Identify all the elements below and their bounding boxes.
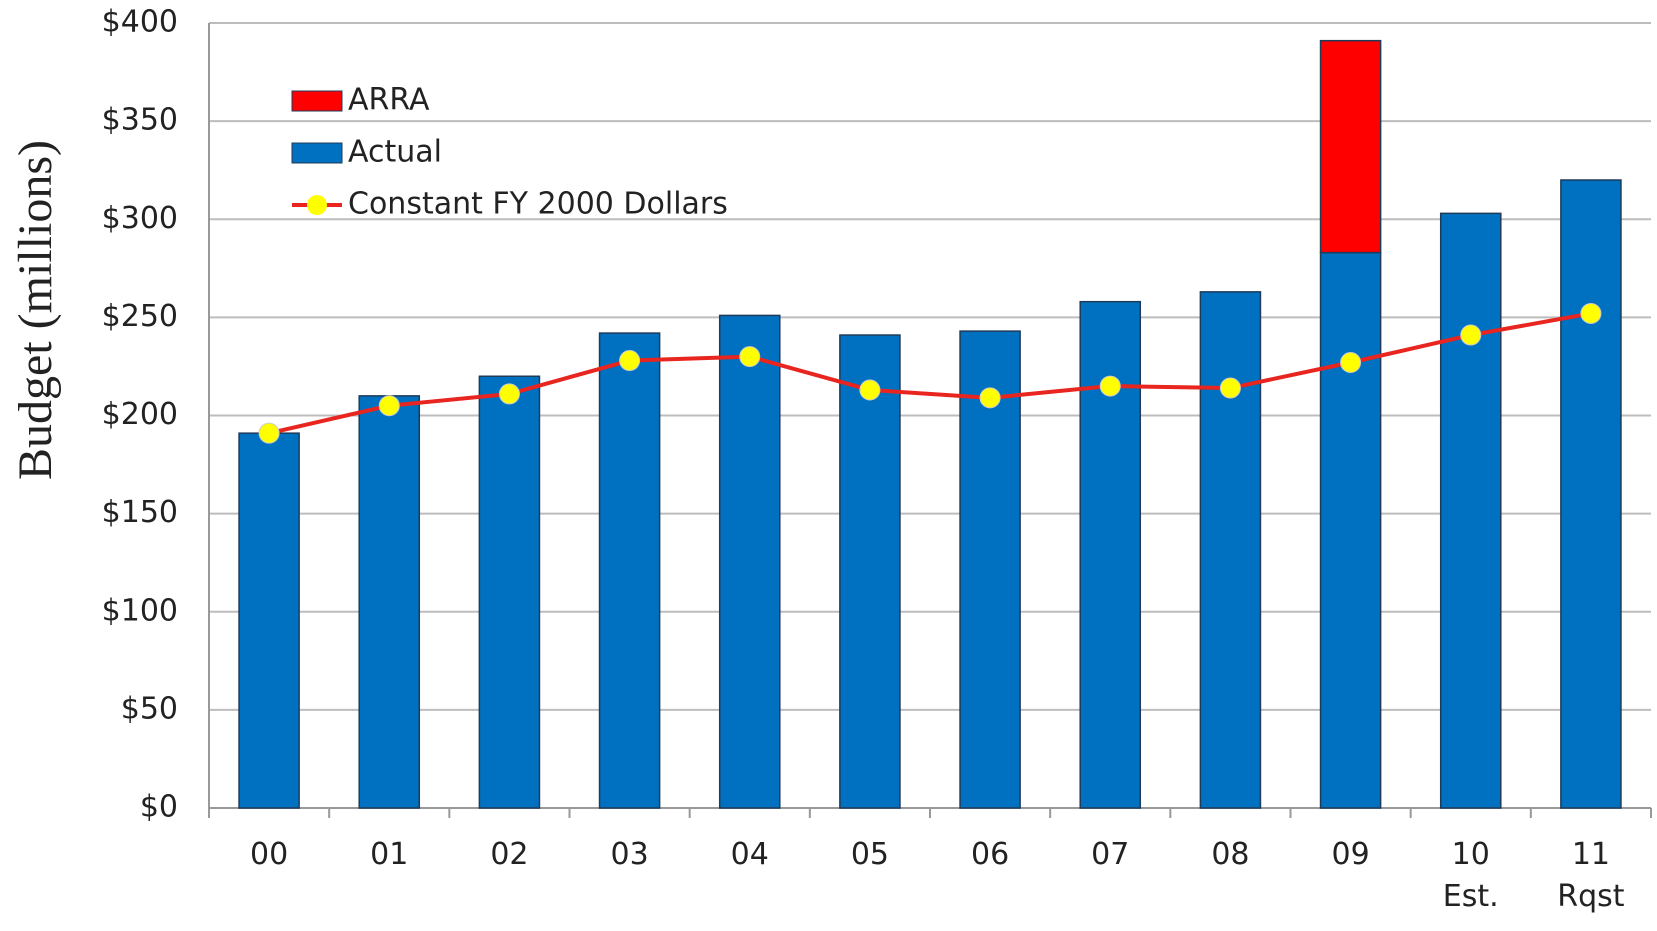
y-tick-label: $50 (121, 691, 178, 726)
y-tick-label: $300 (102, 201, 178, 236)
x-tick-label: 09 (1331, 837, 1370, 872)
line-marker (1099, 375, 1121, 397)
bar (959, 330, 1021, 809)
y-tick-label: $100 (102, 593, 178, 628)
x-tick-label: 10 Est. (1442, 837, 1499, 914)
bar (1199, 291, 1262, 809)
y-tick-label: $200 (102, 397, 178, 432)
bar (1439, 212, 1502, 809)
line-marker (859, 379, 881, 401)
legend-label: ARRA (348, 83, 430, 118)
y-tick-label: $350 (102, 103, 178, 138)
y-tick-label: $250 (102, 299, 178, 334)
line-marker (498, 383, 520, 405)
bar (358, 395, 421, 809)
line-marker (739, 346, 761, 368)
line-marker (1460, 324, 1482, 346)
bar (1319, 39, 1382, 254)
x-tick-label: 02 (490, 837, 529, 872)
legend-swatch (291, 142, 343, 164)
y-tick-label: $400 (102, 5, 178, 40)
legend-label: Constant FY 2000 Dollars (348, 187, 728, 222)
legend-marker (307, 195, 327, 215)
bar (1319, 251, 1382, 809)
legend-swatch (291, 90, 343, 112)
line-marker (619, 350, 641, 372)
y-tick-label: $0 (140, 790, 178, 825)
line-marker (979, 387, 1001, 409)
bar (238, 432, 300, 809)
x-tick-label: 00 (249, 837, 289, 872)
x-tick-label: 01 (370, 837, 409, 872)
bar (598, 332, 661, 809)
x-tick-label: 03 (610, 837, 649, 872)
line-marker (378, 395, 400, 417)
x-tick-label: 06 (970, 837, 1010, 872)
line-marker (1580, 302, 1602, 324)
bar (718, 314, 781, 809)
line-marker (1340, 352, 1362, 374)
legend-label: Actual (348, 135, 442, 170)
line (268, 311, 1592, 436)
bar (478, 375, 541, 809)
y-axis-title: Budget (millions) (9, 140, 62, 480)
x-tick-label: 04 (730, 837, 769, 872)
bar (839, 334, 901, 809)
line-marker (258, 422, 280, 444)
y-tick-label: $150 (102, 495, 178, 530)
x-tick-label: 08 (1211, 837, 1250, 872)
x-tick-label: 05 (850, 837, 889, 872)
bar (1560, 179, 1622, 809)
line-marker (1219, 377, 1241, 399)
x-tick-label: 11 Rqst (1557, 837, 1625, 914)
x-tick-label: 07 (1091, 837, 1130, 872)
